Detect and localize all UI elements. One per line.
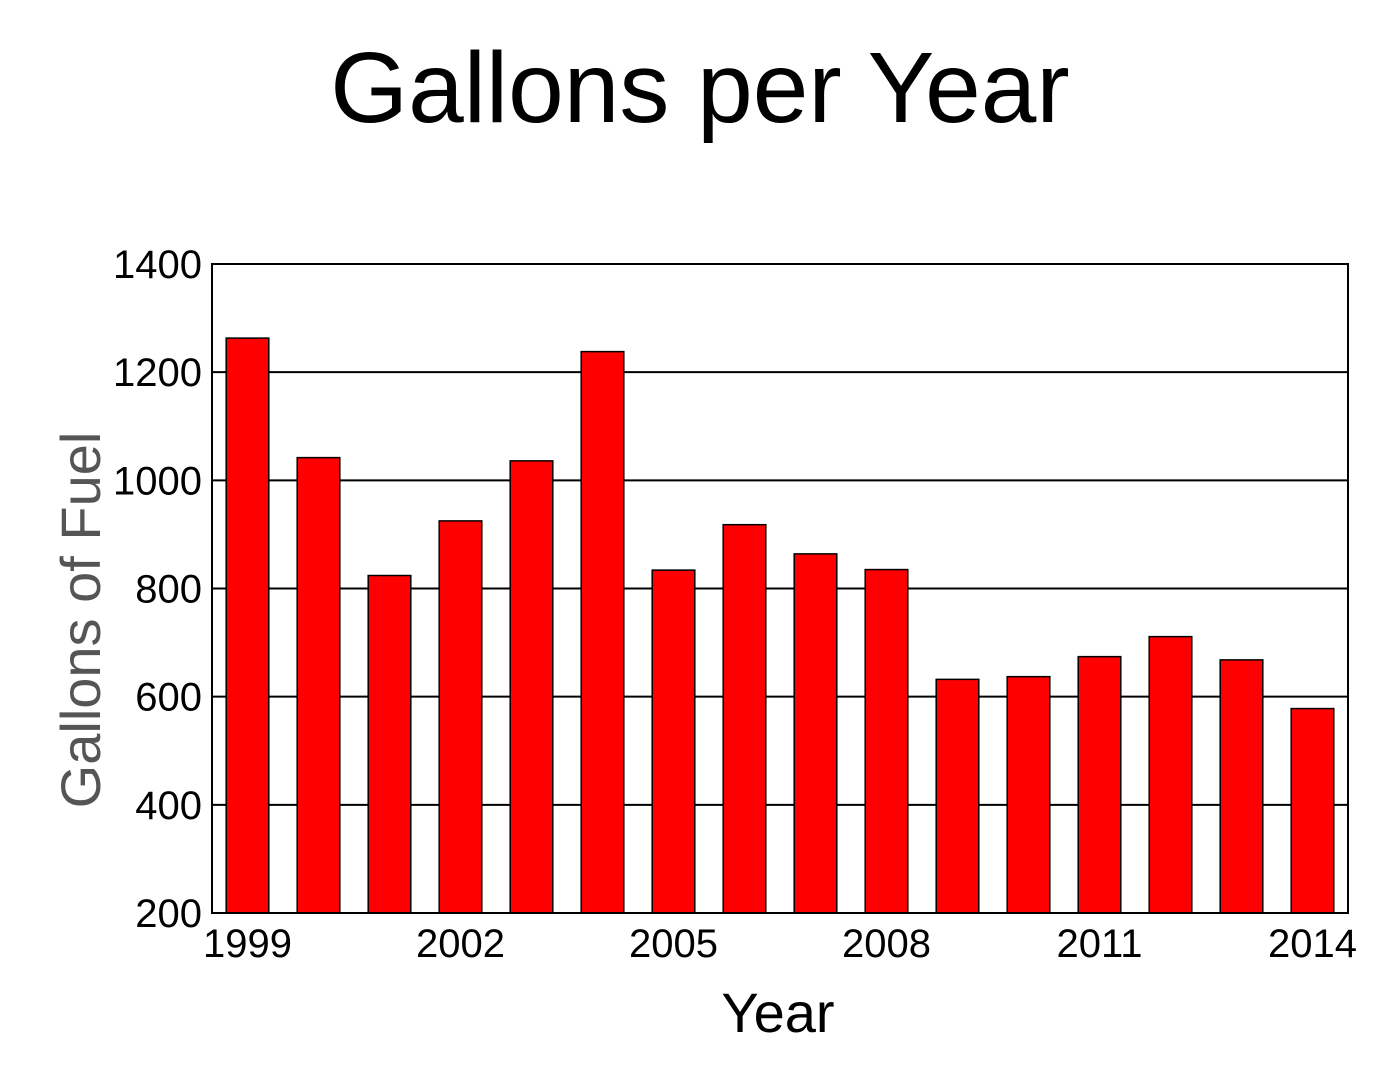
bar-2010 xyxy=(1006,675,1051,914)
x-tick-label-2014: 2014 xyxy=(1268,922,1357,966)
y-tick-label-800: 800 xyxy=(135,568,202,612)
x-tick-label-1999: 1999 xyxy=(203,922,292,966)
bar-layer xyxy=(225,337,1335,914)
bar-2002 xyxy=(438,520,483,914)
y-axis-ticks: 200 400 600 800 1000 1200 1400 xyxy=(113,243,202,936)
bar-2003 xyxy=(509,460,554,914)
x-axis-ticks: 1999 2002 2005 2008 2011 2014 xyxy=(203,922,1357,966)
x-tick-label-2005: 2005 xyxy=(629,922,718,966)
bar-2013 xyxy=(1219,659,1264,914)
y-tick-label-600: 600 xyxy=(135,676,202,720)
bar-2006 xyxy=(722,523,767,914)
x-axis-label: Year xyxy=(721,981,834,1044)
bar-2008 xyxy=(864,568,909,914)
bar-2014 xyxy=(1290,707,1335,914)
chart-title: Gallons per Year xyxy=(330,32,1069,144)
y-tick-label-1000: 1000 xyxy=(113,459,202,503)
bar-2001 xyxy=(367,574,412,914)
y-axis-label: Gallons of Fuel xyxy=(49,432,112,809)
y-tick-label-200: 200 xyxy=(135,892,202,936)
bar-2004 xyxy=(580,350,625,914)
x-tick-label-2011: 2011 xyxy=(1056,922,1142,966)
y-tick-label-1400: 1400 xyxy=(113,243,202,287)
bar-2007 xyxy=(793,553,838,914)
bar-2012 xyxy=(1148,635,1193,914)
y-tick-label-400: 400 xyxy=(135,784,202,828)
bar-2011 xyxy=(1077,655,1122,914)
bar-2000 xyxy=(296,456,341,914)
x-tick-label-2002: 2002 xyxy=(416,922,505,966)
bar-2009 xyxy=(935,678,980,914)
x-tick-label-2008: 2008 xyxy=(842,922,931,966)
bar-1999 xyxy=(225,337,270,914)
y-tick-label-1200: 1200 xyxy=(113,351,202,395)
plot-frame xyxy=(211,263,1349,914)
bar-2005 xyxy=(651,569,696,914)
